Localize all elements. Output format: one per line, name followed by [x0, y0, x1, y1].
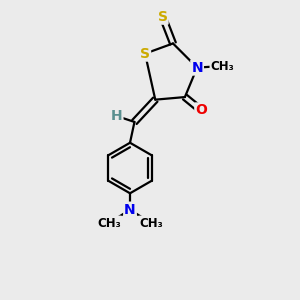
Text: H: H	[111, 109, 122, 123]
Text: S: S	[140, 46, 150, 61]
Text: CH₃: CH₃	[97, 217, 121, 230]
Text: CH₃: CH₃	[211, 60, 234, 73]
Text: S: S	[158, 10, 168, 24]
Text: N: N	[191, 61, 203, 75]
Text: O: O	[195, 103, 207, 117]
Text: N: N	[124, 202, 136, 217]
Text: CH₃: CH₃	[139, 217, 163, 230]
